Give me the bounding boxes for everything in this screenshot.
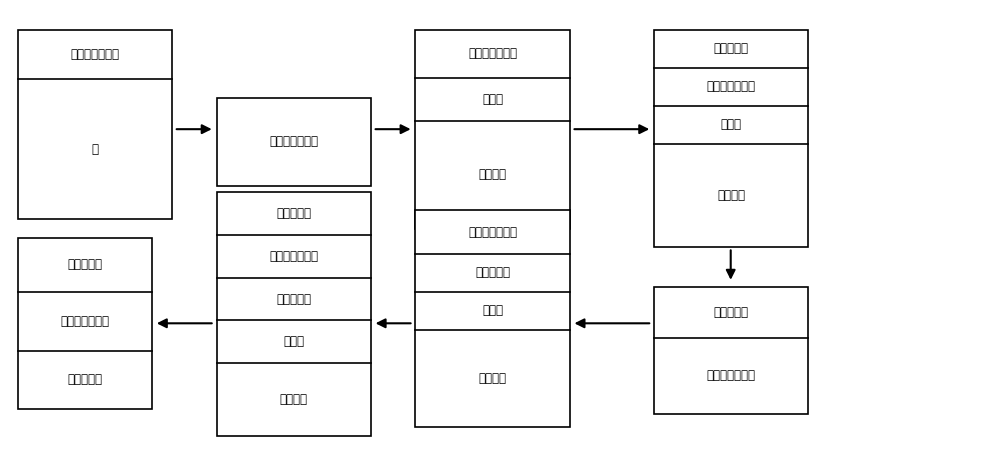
Bar	[18, 30, 172, 219]
Text: 钽酸锂单晶薄膜: 钽酸锂单晶薄膜	[60, 315, 109, 328]
Text: 钽酸锂单晶薄膜: 钽酸锂单晶薄膜	[468, 47, 517, 60]
Text: 钽酸锂单晶薄膜: 钽酸锂单晶薄膜	[707, 369, 756, 382]
Bar	[415, 30, 570, 228]
Bar	[654, 287, 808, 414]
Bar	[217, 98, 371, 186]
Text: 临时载片: 临时载片	[717, 189, 745, 202]
Text: 金属下电极: 金属下电极	[67, 373, 102, 387]
Text: 临时载片: 临时载片	[479, 372, 507, 385]
Text: 光刻胶: 光刻胶	[283, 335, 304, 348]
Text: 钽酸锂单晶薄膜: 钽酸锂单晶薄膜	[70, 48, 119, 61]
Text: 光刻胶: 光刻胶	[721, 118, 742, 131]
Text: 钽酸锂单晶薄膜: 钽酸锂单晶薄膜	[707, 80, 756, 93]
Text: 硅: 硅	[91, 143, 98, 156]
Text: 光刻胶: 光刻胶	[482, 304, 503, 317]
Text: 临时载片: 临时载片	[280, 393, 308, 406]
Text: 金属下电极: 金属下电极	[714, 306, 749, 319]
Text: 钽酸锂单晶薄膜: 钽酸锂单晶薄膜	[468, 226, 517, 239]
Text: 光刻胶: 光刻胶	[482, 93, 503, 106]
Text: 金属下电极: 金属下电极	[276, 292, 311, 306]
Text: 金属下电极: 金属下电极	[475, 266, 510, 279]
Text: 金属上电极: 金属上电极	[67, 258, 102, 271]
Bar	[217, 192, 371, 436]
Bar	[654, 30, 808, 247]
Text: 金属上电极: 金属上电极	[276, 207, 311, 220]
Text: 钽酸锂单晶薄膜: 钽酸锂单晶薄膜	[269, 250, 318, 263]
Text: 钽酸锂单晶薄膜: 钽酸锂单晶薄膜	[269, 135, 318, 148]
Bar	[18, 238, 152, 409]
Bar	[415, 210, 570, 427]
Text: 临时载片: 临时载片	[479, 168, 507, 181]
Text: 金属下电极: 金属下电极	[714, 43, 749, 55]
